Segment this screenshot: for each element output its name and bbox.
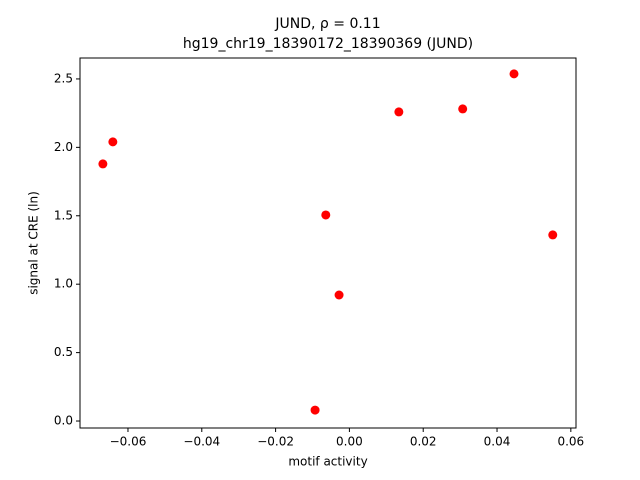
y-tick-label: 2.0 bbox=[54, 140, 73, 154]
chart-subtitle: hg19_chr19_18390172_18390369 (JUND) bbox=[183, 36, 473, 52]
plot-frame bbox=[79, 57, 577, 429]
y-tick-label: 1.5 bbox=[54, 208, 73, 222]
point bbox=[98, 159, 108, 169]
x-tick-label: 0.02 bbox=[410, 435, 437, 449]
y-tick-label: 1.0 bbox=[54, 277, 73, 291]
chart-title: JUND, ρ = 0.11 bbox=[274, 16, 380, 32]
y-tick-label: 0.0 bbox=[54, 414, 73, 428]
point bbox=[321, 210, 331, 220]
y-axis-label: signal at CRE (ln) bbox=[27, 191, 41, 295]
x-tick-label: 0.04 bbox=[484, 435, 511, 449]
point bbox=[108, 137, 118, 147]
point bbox=[548, 230, 558, 240]
x-tick-label: −0.06 bbox=[110, 435, 147, 449]
x-tick-label: 0.06 bbox=[557, 435, 584, 449]
point bbox=[394, 107, 404, 117]
point bbox=[509, 69, 519, 79]
point bbox=[310, 405, 320, 415]
x-tick-label: 0.00 bbox=[336, 435, 363, 449]
point bbox=[334, 290, 344, 300]
point bbox=[458, 104, 468, 114]
x-axis-label: motif activity bbox=[288, 455, 367, 469]
y-tick-label: 0.5 bbox=[54, 345, 73, 359]
x-tick-label: −0.04 bbox=[183, 435, 220, 449]
y-tick-label: 2.5 bbox=[54, 71, 73, 85]
x-tick-label: −0.02 bbox=[257, 435, 294, 449]
